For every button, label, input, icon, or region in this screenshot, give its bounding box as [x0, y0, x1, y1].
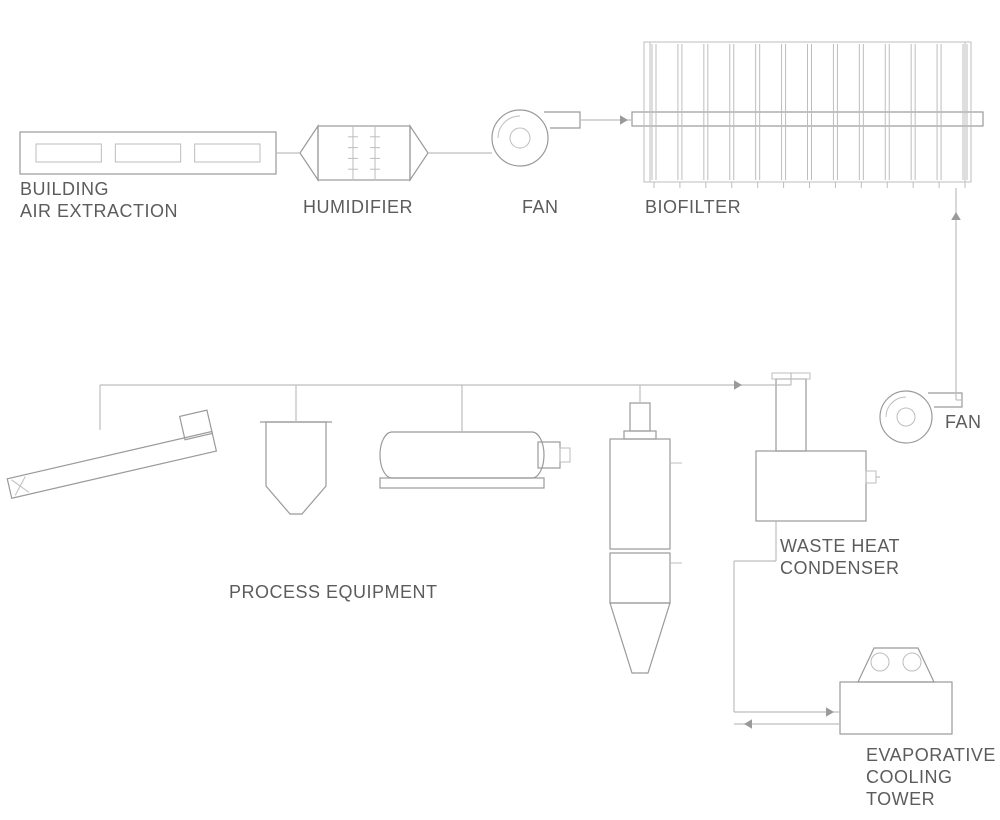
svg-text:EVAPORATIVECOOLINGTOWER: EVAPORATIVECOOLINGTOWER — [866, 745, 996, 809]
svg-text:BIOFILTER: BIOFILTER — [645, 197, 741, 217]
svg-text:BUILDINGAIR EXTRACTION: BUILDINGAIR EXTRACTION — [20, 179, 178, 221]
svg-text:HUMIDIFIER: HUMIDIFIER — [303, 197, 413, 217]
svg-text:PROCESS EQUIPMENT: PROCESS EQUIPMENT — [229, 582, 438, 602]
svg-text:WASTE HEATCONDENSER: WASTE HEATCONDENSER — [780, 536, 900, 578]
svg-text:FAN: FAN — [945, 412, 982, 432]
svg-text:FAN: FAN — [522, 197, 559, 217]
